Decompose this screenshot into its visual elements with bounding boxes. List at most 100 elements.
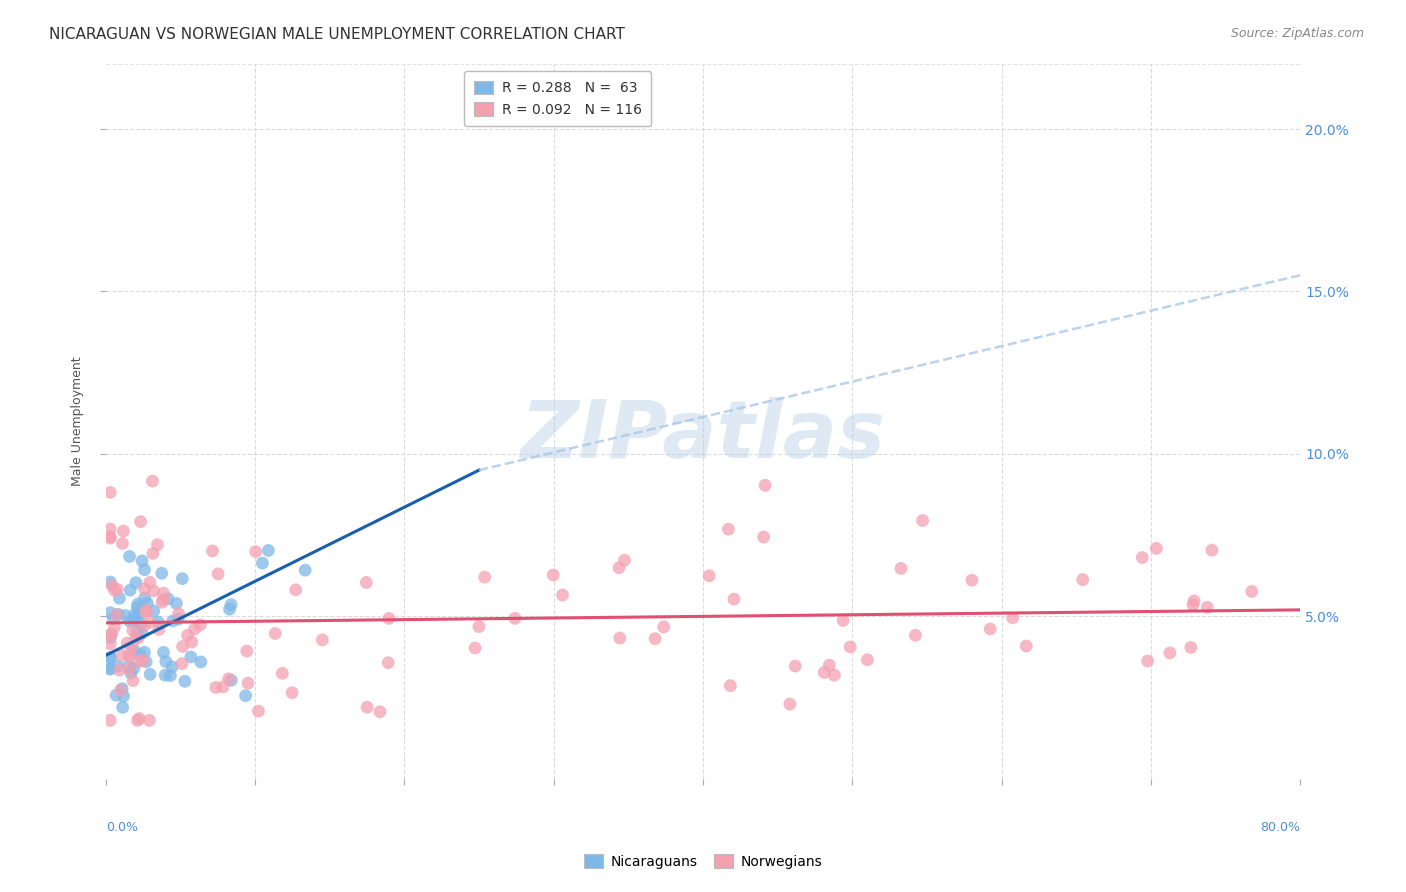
Point [128, 647, 150, 661]
Point [167, 607, 190, 621]
Point [904, 628, 927, 642]
Point [717, 522, 740, 536]
Point [207, 566, 229, 581]
Point [236, 644, 259, 658]
Point [1001, 611, 1024, 625]
Point [152, 592, 174, 607]
Point [142, 583, 165, 598]
Point [754, 478, 776, 492]
Point [551, 588, 574, 602]
Point [128, 654, 150, 668]
Point [1071, 573, 1094, 587]
Point [101, 578, 124, 592]
Point [108, 591, 131, 606]
Point [139, 575, 162, 590]
Point [150, 595, 173, 609]
Point [257, 543, 280, 558]
Point [98, 627, 121, 641]
Point [146, 538, 169, 552]
Point [98, 522, 121, 536]
Point [98, 531, 121, 545]
Point [132, 653, 155, 667]
Point [245, 544, 267, 558]
Point [150, 566, 173, 581]
Point [124, 612, 146, 626]
Point [112, 689, 135, 703]
Point [188, 618, 211, 632]
Point [98, 530, 121, 544]
Point [131, 626, 153, 640]
Point [101, 627, 124, 641]
Y-axis label: Male Unemployment: Male Unemployment [72, 357, 84, 486]
Point [609, 631, 631, 645]
Point [832, 614, 855, 628]
Point [134, 582, 156, 596]
Point [378, 611, 401, 625]
Point [368, 705, 391, 719]
Point [98, 714, 121, 728]
Point [190, 655, 212, 669]
Point [104, 583, 127, 598]
Point [148, 623, 170, 637]
Point [839, 640, 862, 654]
Point [1015, 639, 1038, 653]
Point [856, 653, 879, 667]
Point [107, 607, 129, 622]
Point [890, 561, 912, 575]
Point [294, 563, 316, 577]
Point [172, 572, 194, 586]
Point [120, 666, 142, 681]
Point [503, 611, 526, 625]
Point [464, 640, 486, 655]
Point [173, 674, 195, 689]
Point [284, 582, 307, 597]
Point [124, 607, 146, 622]
Point [105, 582, 128, 597]
Point [281, 686, 304, 700]
Point [98, 485, 121, 500]
Point [127, 597, 149, 611]
Point [356, 575, 378, 590]
Text: 0.0%: 0.0% [105, 821, 138, 834]
Point [1144, 541, 1167, 556]
Text: 80.0%: 80.0% [1260, 821, 1301, 834]
Point [129, 515, 152, 529]
Point [1136, 654, 1159, 668]
Point [122, 643, 145, 657]
Point [108, 663, 131, 677]
Point [100, 650, 122, 665]
Point [134, 563, 156, 577]
Point [468, 619, 491, 633]
Point [155, 655, 177, 669]
Point [98, 662, 121, 676]
Point [1181, 598, 1204, 612]
Point [1240, 584, 1263, 599]
Point [219, 598, 242, 612]
Point [960, 573, 983, 587]
Point [183, 622, 205, 636]
Point [1130, 550, 1153, 565]
Point [159, 668, 181, 682]
Point [813, 665, 835, 680]
Point [142, 604, 165, 618]
Point [271, 666, 294, 681]
Point [1197, 600, 1219, 615]
Point [127, 600, 149, 615]
Point [377, 656, 399, 670]
Point [118, 662, 141, 676]
Point [131, 554, 153, 568]
Point [204, 681, 226, 695]
Point [167, 612, 190, 626]
Point [114, 608, 136, 623]
Legend: R = 0.288   N =  63, R = 0.092   N = 116: R = 0.288 N = 63, R = 0.092 N = 116 [464, 71, 651, 127]
Point [105, 607, 128, 622]
Point [1180, 640, 1202, 655]
Point [98, 661, 121, 675]
Point [122, 673, 145, 688]
Point [98, 631, 121, 645]
Point [98, 606, 121, 620]
Point [356, 700, 378, 714]
Point [644, 632, 666, 646]
Point [118, 648, 141, 663]
Point [134, 591, 156, 606]
